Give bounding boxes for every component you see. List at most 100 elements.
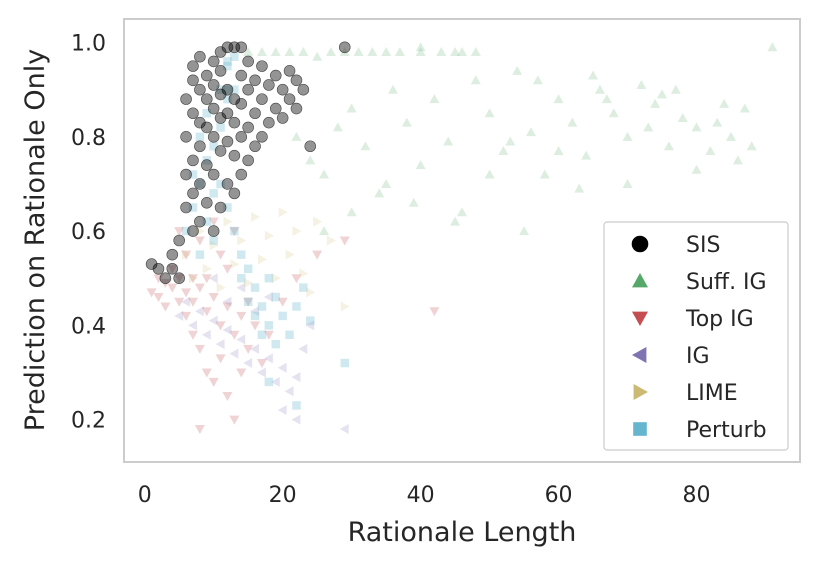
point-perturb <box>202 109 212 118</box>
point-top-ig <box>194 344 205 354</box>
point-suff-ig <box>298 46 309 56</box>
point-sis <box>338 41 351 54</box>
point-sis <box>256 93 268 105</box>
point-ig <box>222 325 232 336</box>
point-sis <box>200 196 213 209</box>
point-suff-ig <box>601 94 612 104</box>
point-top-ig <box>208 293 219 303</box>
point-sis <box>214 112 227 124</box>
point-perturb <box>188 203 198 212</box>
point-sis <box>194 116 206 129</box>
point-ig <box>298 343 308 354</box>
point-sis <box>256 60 268 72</box>
point-perturb <box>257 302 267 311</box>
point-lime <box>306 287 316 298</box>
point-ig <box>277 405 287 416</box>
point-perturb <box>271 292 281 302</box>
point-suff-ig <box>732 155 743 165</box>
point-suff-ig <box>319 226 330 236</box>
point-sis <box>187 60 199 72</box>
point-sis <box>228 187 241 200</box>
point-lime <box>257 254 267 265</box>
point-lime <box>188 273 198 284</box>
point-perturb <box>202 217 212 226</box>
point-perturb <box>209 141 218 151</box>
point-perturb <box>264 377 274 387</box>
point-sis <box>249 107 261 120</box>
point-sis <box>194 215 206 228</box>
point-top-ig <box>194 425 205 435</box>
point-perturb <box>230 52 239 61</box>
point-suff-ig <box>388 84 399 94</box>
y-tick-label: 0.6 <box>71 220 106 245</box>
point-ig <box>250 306 260 317</box>
point-top-ig <box>194 283 205 293</box>
point-top-ig <box>174 274 185 284</box>
point-sis <box>207 55 220 68</box>
x-tick-label: 80 <box>683 483 711 508</box>
point-perturb <box>188 170 198 179</box>
point-suff-ig <box>346 207 357 217</box>
point-top-ig <box>201 274 212 284</box>
point-lime <box>182 249 192 260</box>
point-top-ig <box>194 236 205 246</box>
point-top-ig <box>167 264 178 274</box>
point-suff-ig <box>450 46 461 56</box>
point-sis <box>269 102 282 115</box>
point-perturb <box>264 321 274 330</box>
point-top-ig <box>229 415 240 425</box>
point-suff-ig <box>367 46 378 56</box>
point-suff-ig <box>691 164 702 174</box>
point-sis <box>256 131 268 143</box>
point-ig <box>284 386 294 397</box>
point-sis <box>180 168 192 181</box>
point-suff-ig <box>739 103 750 113</box>
point-ig <box>194 306 204 317</box>
point-ig <box>236 334 246 345</box>
point-top-ig <box>174 297 185 307</box>
point-suff-ig <box>553 94 564 104</box>
point-top-ig <box>222 302 233 312</box>
point-suff-ig <box>719 98 730 108</box>
point-sis <box>297 83 310 96</box>
point-sis <box>221 135 234 148</box>
point-suff-ig <box>374 188 385 198</box>
point-top-ig <box>339 236 350 246</box>
point-sis <box>235 131 248 143</box>
point-perturb <box>243 297 253 307</box>
point-suff-ig <box>325 46 336 56</box>
point-ig <box>339 424 349 435</box>
point-sis <box>276 112 289 124</box>
point-top-ig <box>215 250 226 260</box>
point-ig <box>208 315 218 326</box>
point-top-ig <box>160 302 171 312</box>
legend-marker-suff-ig <box>632 273 648 288</box>
point-top-ig <box>181 250 192 260</box>
point-suff-ig <box>339 46 350 56</box>
point-suff-ig <box>346 103 357 113</box>
point-top-ig <box>429 307 440 317</box>
point-perturb <box>223 85 232 94</box>
point-sis <box>207 225 220 237</box>
point-top-ig <box>167 283 178 293</box>
point-ig <box>256 367 266 378</box>
legend-label-ig: IG <box>686 344 710 369</box>
point-suff-ig <box>415 42 426 52</box>
point-ig <box>181 296 191 307</box>
point-sis <box>166 248 179 261</box>
point-perturb <box>223 203 232 212</box>
point-suff-ig <box>319 169 330 179</box>
point-perturb <box>250 311 260 321</box>
point-perturb <box>305 316 315 325</box>
point-sis <box>221 107 234 120</box>
point-lime <box>209 240 219 251</box>
point-suff-ig <box>636 79 647 89</box>
legend-label-lime: LIME <box>686 381 738 406</box>
point-ig <box>291 414 301 425</box>
point-sis <box>214 46 227 58</box>
point-perturb <box>285 330 294 340</box>
point-perturb <box>278 311 287 321</box>
point-ig <box>215 339 225 350</box>
legend-label-suff-ig: Suff. IG <box>686 270 767 295</box>
point-top-ig <box>181 311 192 321</box>
